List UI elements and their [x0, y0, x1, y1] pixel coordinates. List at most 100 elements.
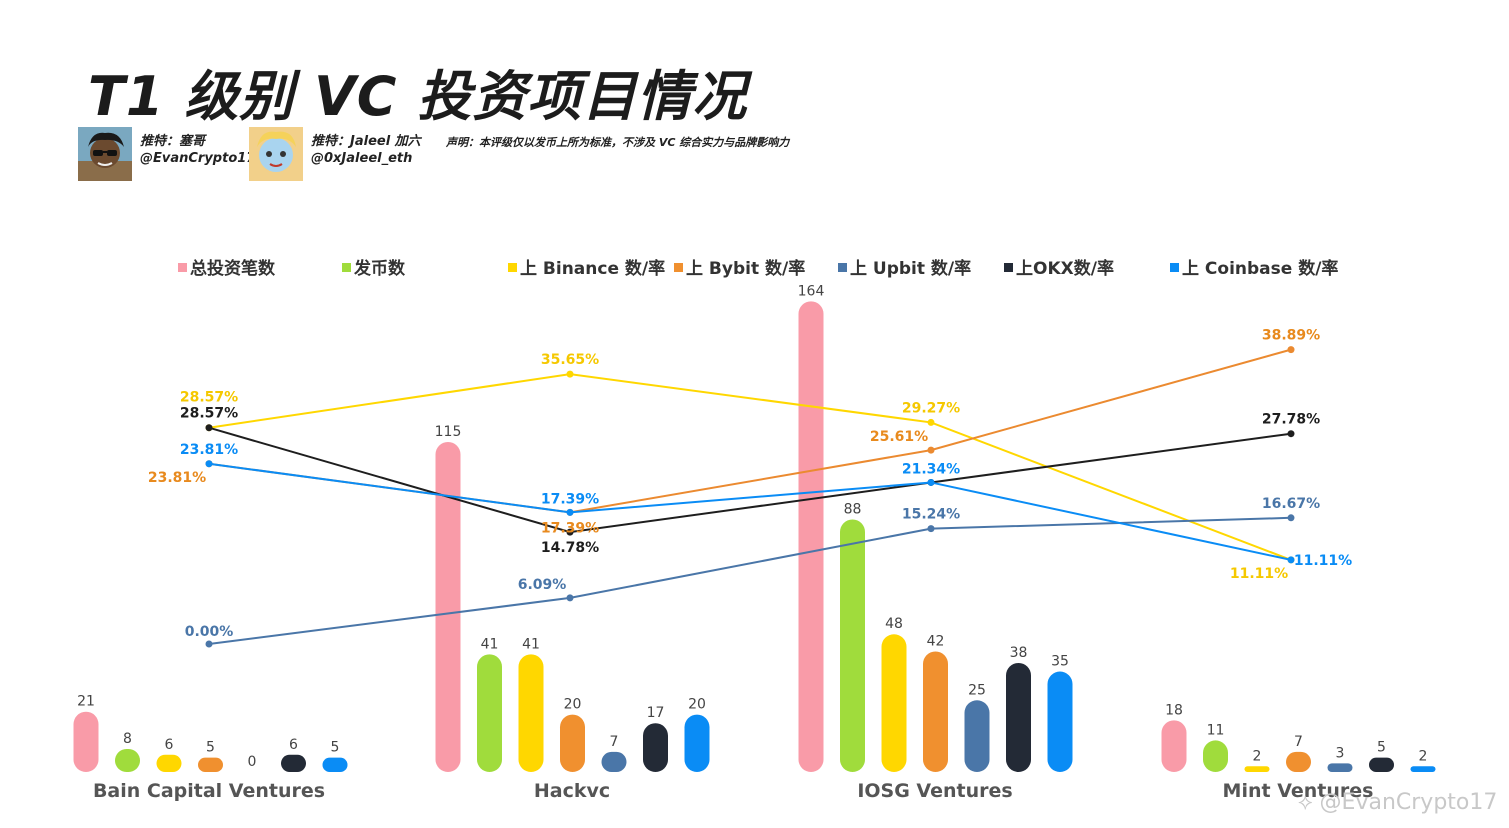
bar-value-label: 42	[927, 633, 945, 649]
line-value-label: 25.61%	[870, 429, 928, 445]
bar-3-0	[198, 757, 223, 772]
legend-upbit: 上 Upbit 数/率	[838, 254, 971, 279]
bar-value-label: 11	[1207, 722, 1225, 738]
line-series-3	[208, 426, 1292, 534]
legend-tokens-issued: 发币数	[342, 254, 405, 279]
line-value-label: 21.34%	[902, 461, 960, 477]
bar-1-3	[1203, 740, 1228, 772]
line-series-0	[208, 373, 1292, 561]
legend-label: 上 Upbit 数/率	[850, 259, 972, 279]
bar-4-3	[1327, 763, 1353, 772]
watermark: ⟡ @EvanCrypto17	[1298, 790, 1497, 815]
bar-1-2	[840, 519, 865, 772]
bar-value-label: 5	[331, 740, 340, 756]
bar-0-1	[435, 441, 461, 772]
bar-value-label: 164	[798, 283, 825, 299]
legend-swatch	[178, 263, 187, 272]
chart-title: T1 级别 VC 投资项目情况	[88, 65, 748, 128]
bar-value-label: 88	[844, 501, 862, 517]
bar-2-3	[1244, 766, 1270, 772]
line-value-label: 38.89%	[1262, 328, 1320, 344]
bar-0-0	[73, 711, 99, 772]
bar-value-label: 115	[435, 424, 462, 440]
line-value-label: 29.27%	[902, 400, 960, 416]
line-value-label: 15.24%	[902, 507, 960, 523]
bar-value-label: 20	[564, 697, 582, 713]
bar-6-3	[1410, 766, 1436, 772]
disclaimer: 声明：本评级仅以发币上所为标准，不涉及 VC 综合实力与品牌影响力	[446, 136, 790, 149]
bar-value-label: 38	[1010, 645, 1028, 661]
bar-value-label: 7	[610, 734, 619, 750]
line-point	[566, 594, 574, 602]
bar-1-1	[477, 654, 502, 772]
line-series-1	[208, 348, 1292, 514]
bar-value-label: 20	[688, 697, 706, 713]
line-value-label: 35.65%	[541, 352, 599, 368]
line-point	[205, 424, 213, 432]
line-point	[1287, 556, 1295, 564]
bar-0-3	[1161, 720, 1187, 772]
line-value-label: 14.78%	[541, 540, 599, 556]
line-value-label: 6.09%	[518, 577, 567, 593]
bar-value-label: 21	[77, 694, 95, 710]
category-label: Mint Ventures	[1223, 780, 1374, 802]
bar-5-3	[1369, 757, 1394, 772]
line-point	[927, 418, 935, 426]
bar-value-label: 41	[481, 636, 499, 652]
bar-0-2	[798, 301, 824, 772]
line-value-label: 28.57%	[180, 406, 238, 422]
legend-swatch	[508, 263, 517, 272]
line-value-label: 23.81%	[180, 442, 238, 458]
legend-swatch	[1004, 263, 1013, 272]
watermark-text: @EvanCrypto17	[1319, 790, 1498, 815]
line-point	[927, 478, 935, 486]
bar-value-label: 41	[522, 636, 540, 652]
line-series-4	[208, 462, 1292, 561]
legend-swatch	[838, 263, 847, 272]
legend-okx: 上OKX数/率	[1004, 254, 1114, 279]
bar-value-label: 8	[123, 731, 132, 747]
legend-label: 上 Coinbase 数/率	[1182, 259, 1339, 279]
author-2-handle: @0xJaleel_eth	[311, 151, 413, 166]
line-point	[205, 460, 213, 468]
bar-value-label: 35	[1051, 654, 1069, 670]
bar-4-1	[601, 751, 627, 772]
bar-value-label: 2	[1253, 748, 1262, 764]
author-2-avatar	[249, 127, 303, 181]
legend-coinbase: 上 Coinbase 数/率	[1170, 254, 1338, 279]
line-point	[1287, 430, 1295, 438]
bar-1-0	[115, 749, 140, 772]
line-point	[927, 525, 935, 533]
bar-3-1	[560, 714, 585, 772]
bar-2-1	[518, 654, 544, 772]
line-value-label: 17.39%	[541, 520, 599, 536]
author-1-handle: @EvanCrypto17	[140, 151, 256, 166]
author-2-name: 推特：Jaleel 加六	[311, 134, 421, 149]
bar-5-0	[281, 754, 306, 772]
line-value-label: 11.11%	[1230, 566, 1288, 582]
bar-value-label: 25	[968, 682, 986, 698]
bar-value-label: 0	[248, 754, 257, 770]
legend-swatch	[1170, 263, 1179, 272]
line-value-label: 23.81%	[148, 470, 206, 486]
bar-6-1	[684, 714, 710, 772]
category-label: IOSG Ventures	[857, 780, 1012, 802]
bar-value-label: 5	[1377, 740, 1386, 756]
bar-6-2	[1047, 671, 1073, 772]
bar-2-2	[881, 634, 907, 772]
category-label: Bain Capital Ventures	[93, 780, 325, 802]
bar-value-label: 3	[1336, 745, 1345, 761]
bar-value-label: 48	[885, 616, 903, 632]
line-value-label: 0.00%	[185, 624, 234, 640]
legend-swatch	[342, 263, 351, 272]
bar-value-label: 5	[206, 740, 215, 756]
line-point	[566, 528, 574, 536]
legend-total-investments: 总投资笔数	[178, 254, 275, 279]
legend-label: 上 Bybit 数/率	[686, 259, 806, 279]
legend-swatch	[674, 263, 683, 272]
bar-6-0	[322, 757, 348, 772]
legend-label: 上OKX数/率	[1016, 259, 1114, 279]
bar-4-2	[964, 700, 990, 772]
bar-3-2	[923, 651, 948, 772]
bar-value-label: 6	[289, 737, 298, 753]
